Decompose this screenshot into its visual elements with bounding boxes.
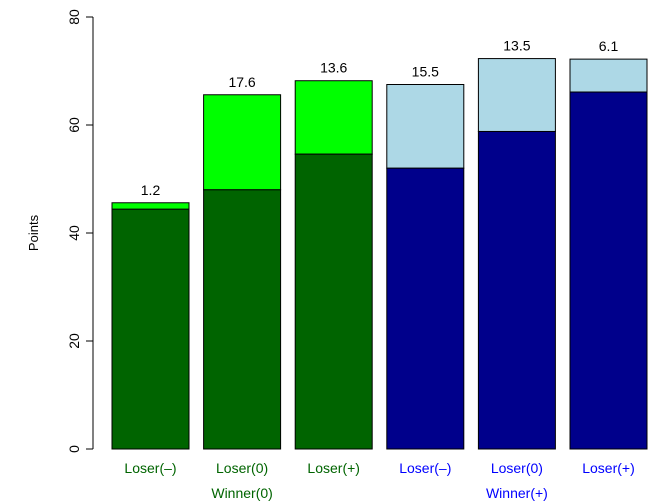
category-label: Loser(0) xyxy=(491,460,543,476)
bar-base-segment xyxy=(203,189,282,450)
category-label: Loser(–) xyxy=(399,460,451,476)
bar-top-segment xyxy=(203,94,282,191)
bar-base-segment xyxy=(569,91,648,450)
group-label: Winner(+) xyxy=(486,485,548,501)
y-tick-label: 80 xyxy=(66,9,82,25)
difference-label: 13.6 xyxy=(320,60,347,76)
difference-labels: 1.2 17.6 13.6 15.5 13.5 6.1 xyxy=(141,38,619,198)
group-label: Winner(0) xyxy=(211,485,272,501)
category-label: Loser(+) xyxy=(582,460,635,476)
y-tick-label: 40 xyxy=(66,225,82,241)
bar-top-segment xyxy=(477,58,556,132)
category-label: Loser(–) xyxy=(124,460,176,476)
difference-label: 6.1 xyxy=(599,38,619,54)
y-tick-label: 0 xyxy=(66,445,82,453)
bar-base-segment xyxy=(294,153,373,450)
y-axis-title: Points xyxy=(26,214,41,251)
bar-top-segment xyxy=(111,202,190,210)
difference-label: 1.2 xyxy=(141,182,161,198)
difference-label: 15.5 xyxy=(412,64,439,80)
bar-top-segment xyxy=(294,80,373,155)
bar-base-segment xyxy=(111,208,190,450)
difference-label: 13.5 xyxy=(503,38,530,54)
y-tick-label: 20 xyxy=(66,333,82,349)
bar-top-segment xyxy=(569,58,648,93)
group-labels: Winner(0) Winner(+) xyxy=(211,485,547,501)
category-label: Loser(0) xyxy=(216,460,268,476)
bar-base-segment xyxy=(386,167,465,450)
y-tick-label: 60 xyxy=(66,117,82,133)
difference-label: 17.6 xyxy=(228,74,255,90)
category-labels: Loser(–) Loser(0) Loser(+) Loser(–) Loser(0)… xyxy=(124,460,634,476)
bars xyxy=(111,58,648,450)
category-label: Loser(+) xyxy=(307,460,360,476)
y-axis: 0 20 40 60 80 xyxy=(66,9,94,453)
bar-base-segment xyxy=(477,130,556,450)
bar-top-segment xyxy=(386,84,465,169)
